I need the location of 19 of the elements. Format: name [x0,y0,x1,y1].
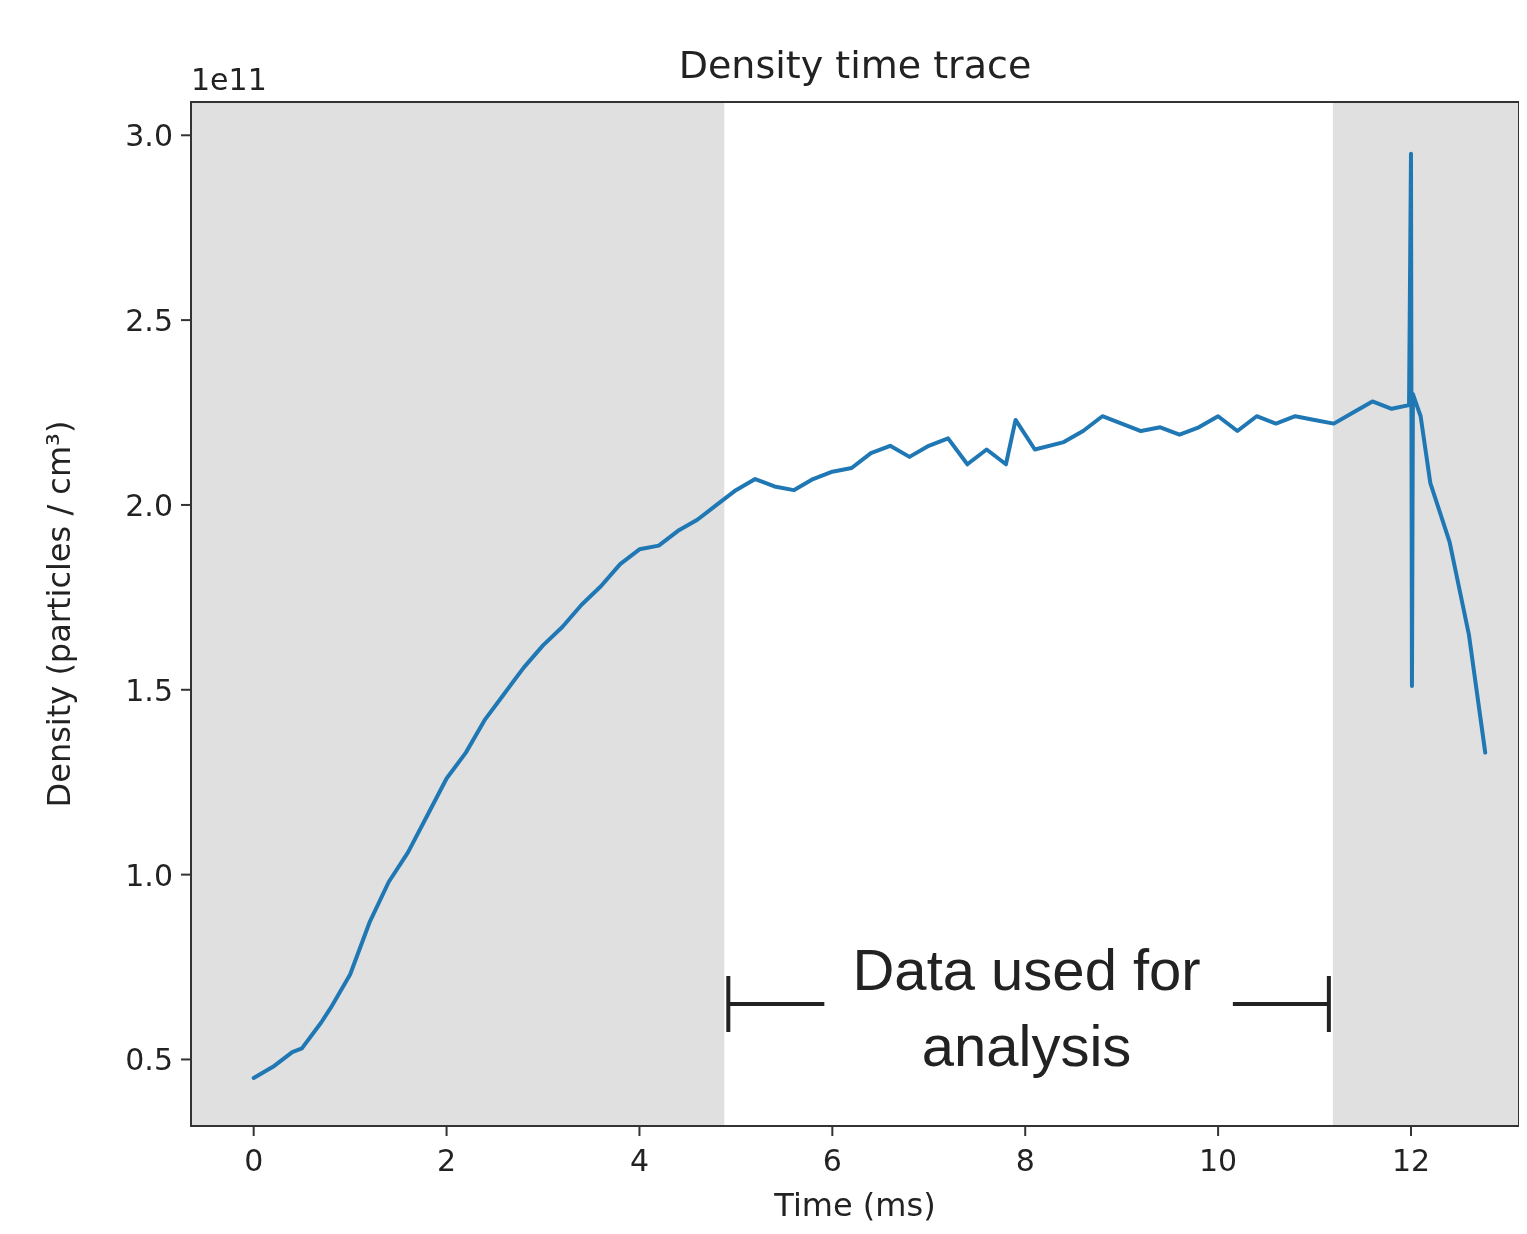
y-tick-label: 2.5 [125,303,173,339]
text: 1e11 [191,62,267,97]
y-tick-label: 0.5 [125,1042,173,1078]
y-axis-title: Density (particles / cm³) [40,420,78,808]
x-tick-label: 8 [1015,1143,1035,1178]
annotation: Data used for analysis [852,937,1201,1079]
x-tick-label: 10 [1199,1143,1238,1178]
x-tick-label: 12 [1391,1143,1431,1178]
y-tick-label: 1.0 [125,857,173,893]
y-tick-label: 1.5 [125,672,173,708]
x-tick-label: 6 [822,1143,842,1178]
line-series [251,151,1488,1080]
y-tick-label: 2.0 [125,487,173,523]
y-tick-label: 3.0 [125,118,173,154]
x-tick-label: 4 [629,1143,649,1178]
chart-title: Density time trace [678,43,1032,87]
x-tick-label: 0 [244,1143,264,1178]
x-tick-label: 2 [437,1143,457,1178]
x-axis-title: Time (ms) [773,1186,936,1224]
